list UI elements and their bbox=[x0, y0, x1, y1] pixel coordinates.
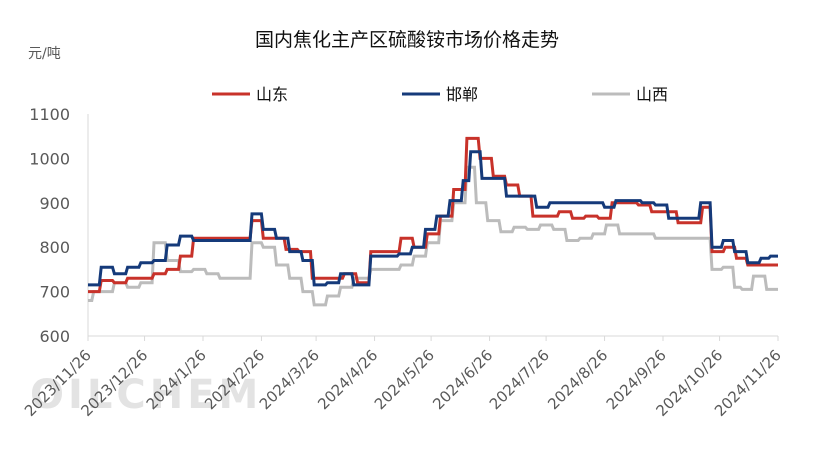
legend-label-shandong: 山东 bbox=[256, 85, 288, 104]
x-tick-label: 2024/6/26 bbox=[429, 346, 496, 413]
legend: 山东 邯郸 山西 bbox=[212, 85, 668, 104]
watermark-text: OILCHEM bbox=[30, 372, 262, 418]
legend-label-shanxi: 山西 bbox=[636, 85, 668, 104]
chart-title: 国内焦化主产区硫酸铵市场价格走势 bbox=[255, 29, 559, 51]
series-line-shanxi bbox=[88, 165, 778, 307]
x-tick-label: 2024/3/26 bbox=[256, 346, 323, 413]
y-tick-label: 800 bbox=[39, 238, 70, 257]
y-axis-unit: 元/吨 bbox=[28, 46, 61, 62]
series-line-shandong bbox=[88, 136, 778, 294]
x-tick-label: 2024/4/26 bbox=[314, 346, 381, 413]
x-tick-label: 2024/7/26 bbox=[486, 346, 553, 413]
series-line-handan bbox=[88, 150, 778, 287]
legend-label-handan: 邯郸 bbox=[446, 85, 478, 104]
x-tick-label: 2024/8/26 bbox=[544, 346, 611, 413]
y-tick-label: 1100 bbox=[29, 105, 70, 124]
y-tick-label: 600 bbox=[39, 327, 70, 346]
y-tick-label: 1000 bbox=[29, 149, 70, 168]
y-tick-label: 900 bbox=[39, 194, 70, 213]
axes: 600700800900100011002023/11/262023/12/26… bbox=[21, 105, 785, 420]
series-layer bbox=[88, 136, 778, 307]
y-tick-label: 700 bbox=[39, 283, 70, 302]
x-tick-label: 2024/5/26 bbox=[371, 346, 438, 413]
